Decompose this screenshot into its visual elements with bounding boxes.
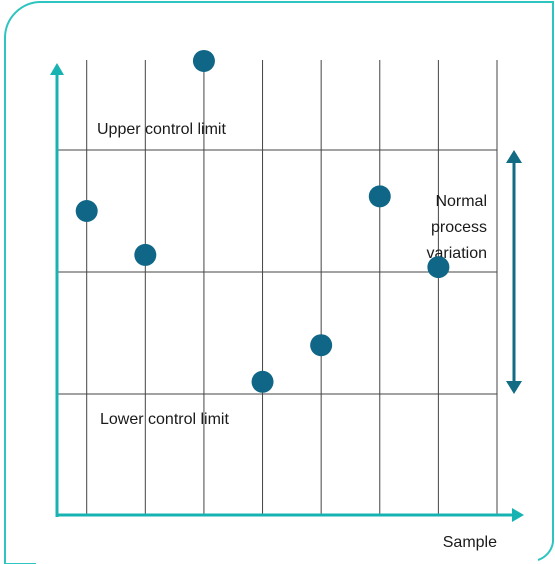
band-label-line-1: Normal bbox=[435, 193, 487, 210]
data-point-4 bbox=[251, 370, 274, 393]
data-point-2 bbox=[134, 243, 157, 266]
normal-variation-label: Normal process variation bbox=[427, 193, 487, 262]
frame-border bbox=[4, 1, 554, 564]
data-point-6 bbox=[368, 185, 391, 208]
normal-variation-arrow bbox=[506, 150, 522, 394]
data-point-3 bbox=[192, 49, 215, 72]
control-limit-lines bbox=[57, 149, 497, 395]
y-axis-arrowhead bbox=[50, 63, 64, 75]
vertical-gridlines bbox=[86, 60, 498, 515]
data-points bbox=[75, 49, 450, 393]
data-point-5 bbox=[310, 334, 333, 357]
lower-control-limit-label: Lower control limit bbox=[100, 411, 229, 428]
band-label-line-2: process bbox=[431, 219, 487, 236]
band-arrow-bottom-head bbox=[506, 381, 522, 394]
data-point-1 bbox=[75, 200, 98, 222]
data-point-7 bbox=[427, 256, 450, 279]
band-arrow-top-head bbox=[506, 150, 522, 163]
upper-control-limit-label: Upper control limit bbox=[97, 121, 226, 138]
x-axis-label: Sample bbox=[443, 534, 497, 551]
x-axis-arrowhead bbox=[512, 508, 524, 522]
